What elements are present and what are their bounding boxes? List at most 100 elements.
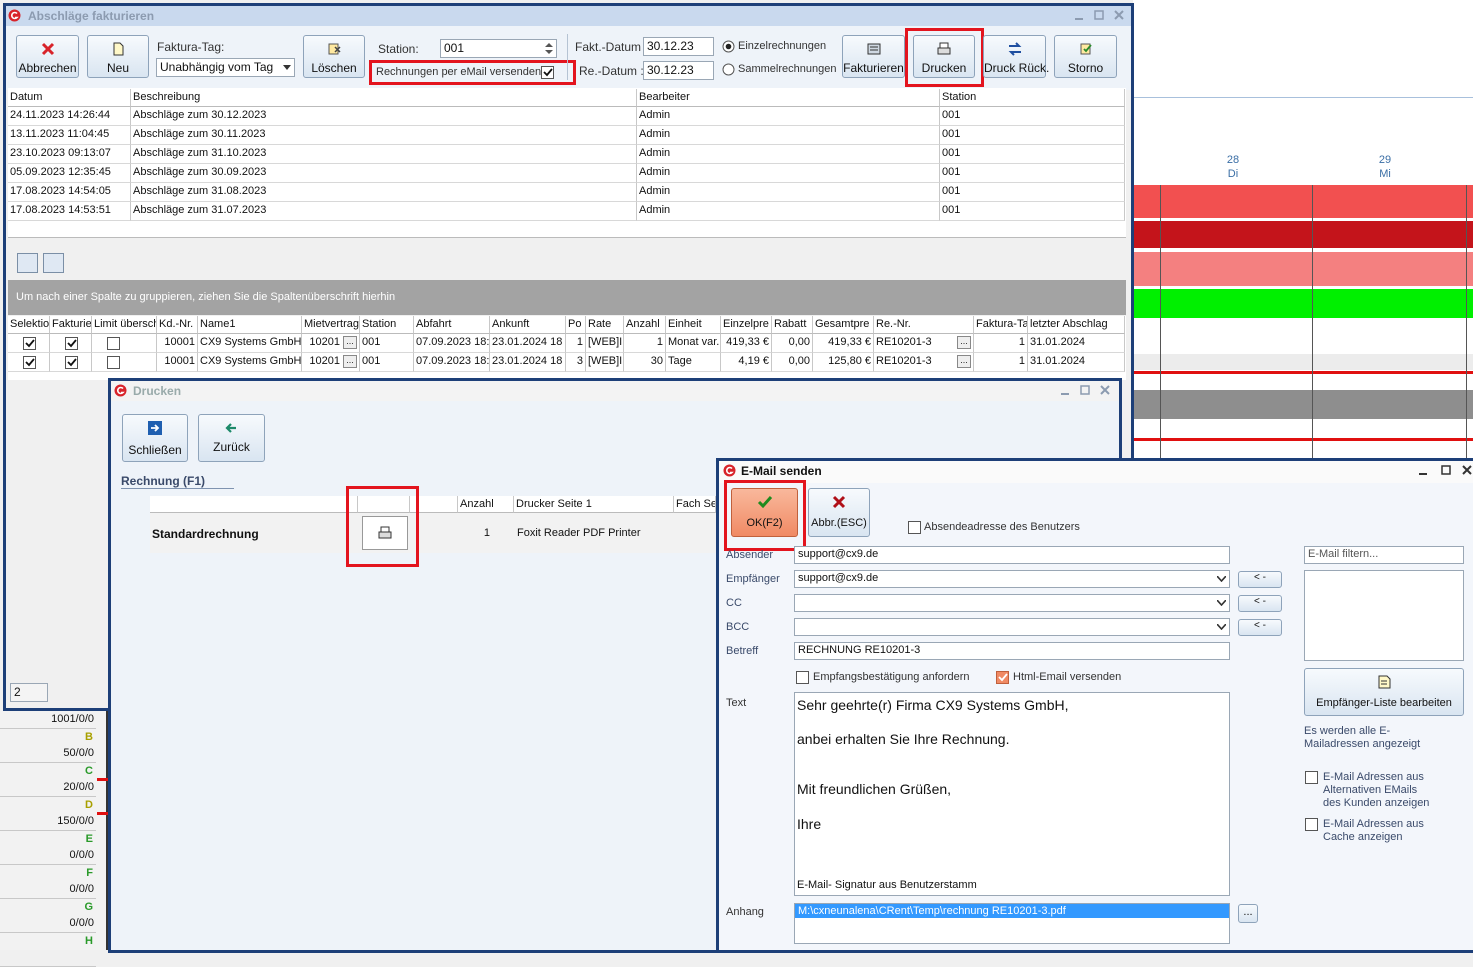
field-input[interactable]: RECHNUNG RE10201-3: [794, 642, 1230, 660]
station-input[interactable]: 001: [440, 39, 557, 58]
column-header[interactable]: Rabatt: [772, 316, 813, 334]
drucken-button[interactable]: Drucken: [913, 35, 975, 78]
field-input[interactable]: [794, 618, 1230, 636]
druck-rueck-button[interactable]: Druck Rück.: [983, 35, 1049, 78]
storno-button[interactable]: Storno: [1054, 35, 1117, 78]
faktura-tag-select[interactable]: Unabhängig vom Tag: [156, 58, 295, 77]
table-cell: Admin: [637, 145, 940, 164]
print-button[interactable]: [362, 516, 408, 550]
column-header[interactable]: Abfahrt: [414, 316, 490, 334]
column-header[interactable]: Fakturie: [50, 316, 92, 334]
option-alt-checkbox[interactable]: [1305, 771, 1318, 784]
radio-sammel[interactable]: [722, 63, 735, 76]
option-cache-checkbox[interactable]: [1305, 818, 1318, 831]
column-header[interactable]: Anzahl: [624, 316, 666, 334]
column-header[interactable]: Selektio: [8, 316, 50, 334]
highlight: [724, 480, 806, 551]
table-cell: 10001: [157, 334, 198, 353]
column-header[interactable]: Kd.-Nr.: [157, 316, 198, 334]
ok-button[interactable]: OK(F2): [731, 488, 798, 537]
field-input[interactable]: support@cx9.de: [794, 570, 1230, 588]
fakt-datum-input[interactable]: 30.12.23: [643, 37, 714, 56]
add-address-button[interactable]: < -: [1238, 619, 1282, 636]
column-header[interactable]: Einheit: [666, 316, 721, 334]
cell-button[interactable]: ...: [957, 336, 971, 349]
table-cell: 001: [360, 353, 414, 372]
column-header[interactable]: [410, 496, 458, 513]
radio-einzel[interactable]: [722, 40, 735, 53]
column-header[interactable]: Anzahl: [458, 496, 514, 513]
column-header[interactable]: [358, 496, 410, 513]
column-header[interactable]: Station: [360, 316, 414, 334]
filter-input[interactable]: E-Mail filtern...: [1304, 546, 1464, 564]
layout-button[interactable]: [43, 253, 64, 273]
cell-button[interactable]: ...: [957, 355, 971, 368]
fakturieren-button[interactable]: Fakturieren: [842, 35, 905, 78]
loeschen-button[interactable]: Löschen: [303, 35, 365, 78]
sender-checkbox[interactable]: [908, 521, 921, 534]
row-checkbox[interactable]: [23, 337, 36, 350]
email-checkbox[interactable]: [541, 66, 554, 79]
label: Abbrechen: [18, 61, 77, 75]
abbrechen-button[interactable]: Abbrechen: [16, 35, 79, 78]
column-header[interactable]: Rate: [586, 316, 624, 334]
cell-button[interactable]: ...: [343, 355, 357, 368]
window-controls[interactable]: [1072, 9, 1128, 22]
table-cell: RE10201-3: [874, 334, 974, 353]
column-header[interactable]: Beschreibung: [131, 89, 637, 107]
column-header[interactable]: Ankunft: [490, 316, 566, 334]
edit-list-button[interactable]: Empfänger-Liste bearbeiten: [1304, 668, 1464, 716]
row-checkbox[interactable]: [107, 337, 120, 350]
checkmark: [998, 673, 1008, 682]
row-checkbox[interactable]: [65, 356, 78, 369]
column-header[interactable]: Einzelpre: [721, 316, 772, 334]
band-line: [1133, 438, 1473, 441]
address-list[interactable]: [1304, 570, 1464, 661]
attachment-item[interactable]: M:\cxneunalena\CRent\Temp\rechnung RE102…: [795, 904, 1229, 918]
resource-value: 150/0/0: [57, 815, 94, 827]
field-input[interactable]: [794, 594, 1230, 612]
column-header[interactable]: [150, 496, 358, 513]
zurueck-button[interactable]: Zurück: [198, 414, 265, 462]
field-input[interactable]: support@cx9.de: [794, 546, 1230, 564]
neu-button[interactable]: Neu: [87, 35, 149, 78]
column-header[interactable]: Mietvertrag: [302, 316, 360, 334]
icon: [148, 421, 162, 435]
table-cell: 17.08.2023 14:53:51: [8, 202, 131, 221]
column-header[interactable]: Bearbeiter: [637, 89, 940, 107]
html-checkbox[interactable]: [996, 671, 1009, 684]
attachment-list[interactable]: M:\cxneunalena\CRent\Temp\rechnung RE102…: [794, 903, 1230, 944]
column-header[interactable]: Station: [940, 89, 1125, 107]
column-header[interactable]: Drucker Seite 1: [514, 496, 674, 513]
attachment-button[interactable]: ...: [1238, 904, 1258, 923]
column-header[interactable]: Fach Se: [674, 496, 716, 513]
cell-button[interactable]: ...: [343, 336, 357, 349]
layout-button[interactable]: [17, 253, 38, 273]
cancel-button[interactable]: Abbr.(ESC): [808, 488, 870, 537]
body-editor[interactable]: [794, 692, 1230, 896]
column-header[interactable]: letzter Abschlag: [1028, 316, 1125, 334]
column-header[interactable]: Datum: [8, 89, 131, 107]
receipt-checkbox[interactable]: [796, 671, 809, 684]
table-cell: 1: [624, 334, 666, 353]
table-cell: 419,33 €: [721, 334, 772, 353]
window-controls[interactable]: [1058, 384, 1114, 397]
faktura-tag-label: Faktura-Tag:: [157, 40, 225, 54]
add-address-button[interactable]: < -: [1238, 595, 1282, 612]
schliessen-button[interactable]: Schließen: [122, 414, 188, 462]
column-header[interactable]: Gesamtpre: [813, 316, 874, 334]
resource-row: [0, 831, 96, 865]
column-header[interactable]: Name1: [198, 316, 302, 334]
re-datum-input[interactable]: 30.12.23: [643, 61, 714, 80]
table-cell: 4,19 €: [721, 353, 772, 372]
column-header[interactable]: Limit übersch: [92, 316, 157, 334]
resource-value: 1001/0/0: [51, 713, 94, 725]
row-checkbox[interactable]: [23, 356, 36, 369]
row-checkbox[interactable]: [65, 337, 78, 350]
add-address-button[interactable]: < -: [1238, 571, 1282, 588]
column-header[interactable]: Po: [566, 316, 586, 334]
window-controls[interactable]: [1416, 464, 1472, 477]
column-header[interactable]: Faktura-Ta: [974, 316, 1028, 334]
row-checkbox[interactable]: [107, 356, 120, 369]
column-header[interactable]: Re.-Nr.: [874, 316, 974, 334]
